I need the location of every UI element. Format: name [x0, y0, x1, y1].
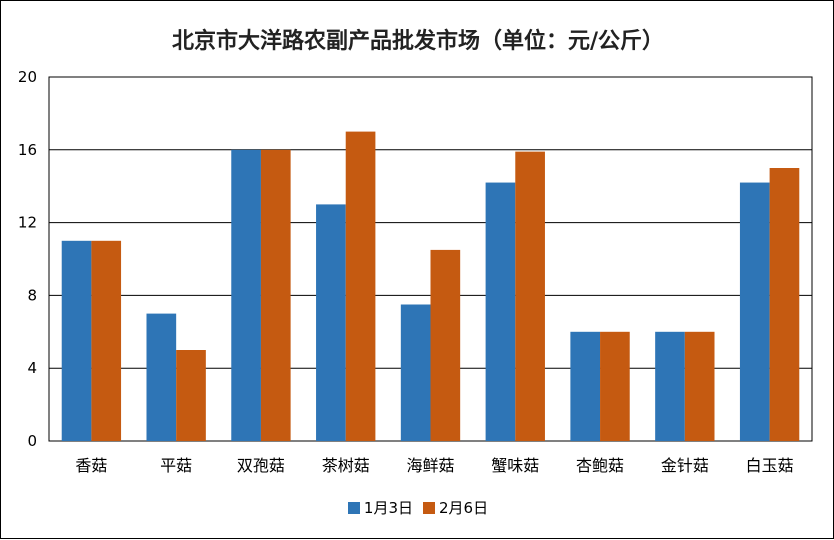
bar-series-1: [316, 204, 346, 441]
chart-legend: 1月3日 2月6日: [1, 497, 834, 518]
y-tick-label: 0: [27, 432, 37, 450]
bar-series-2: [176, 350, 206, 441]
legend-label-series-1: 1月3日: [363, 499, 413, 517]
legend-swatch-series-1: [347, 501, 360, 514]
x-tick-label: 杏鲍菇: [576, 456, 624, 475]
y-tick-label: 4: [27, 359, 37, 377]
bar-series-1: [739, 182, 770, 441]
bar-series-2: [600, 331, 630, 441]
x-tick-label: 海鲜菇: [406, 456, 454, 475]
bar-series-1: [655, 331, 685, 441]
x-tick-label: 平菇: [160, 456, 192, 475]
bar-series-2: [769, 168, 800, 441]
y-tick-label: 16: [18, 141, 37, 159]
legend-item-series-2: 2月6日: [423, 497, 488, 518]
x-tick-label: 香菇: [75, 456, 107, 475]
y-tick-label: 12: [18, 214, 37, 232]
bar-series-1: [61, 240, 92, 441]
bar-series-1: [570, 331, 601, 441]
x-tick-label: 白玉菇: [746, 456, 794, 475]
y-tick-label: 20: [18, 68, 37, 86]
bar-series-2: [345, 131, 376, 441]
bar-series-1: [231, 149, 261, 442]
chart-title: 北京市大洋路农副产品批发市场（单位：元/公斤）: [171, 28, 665, 54]
bar-series-2: [91, 240, 122, 441]
x-tick-label: 蟹味菇: [491, 456, 539, 475]
bar-series-2: [515, 151, 545, 441]
x-tick-label: 茶树菇: [322, 456, 370, 475]
x-tick-label: 金针菇: [661, 456, 709, 475]
bar-series-2: [684, 331, 715, 441]
bar-series-1: [400, 304, 431, 441]
y-tick-label: 8: [27, 286, 37, 304]
legend-swatch-series-2: [423, 501, 435, 514]
bar-series-2: [260, 149, 291, 442]
bar-series-1: [146, 313, 177, 441]
legend-item-series-1: 1月3日: [347, 497, 413, 518]
x-tick-label: 双孢菇: [237, 456, 285, 475]
bar-series-2: [430, 249, 461, 441]
legend-label-series-2: 2月6日: [439, 499, 489, 517]
bar-series-1: [485, 182, 516, 441]
